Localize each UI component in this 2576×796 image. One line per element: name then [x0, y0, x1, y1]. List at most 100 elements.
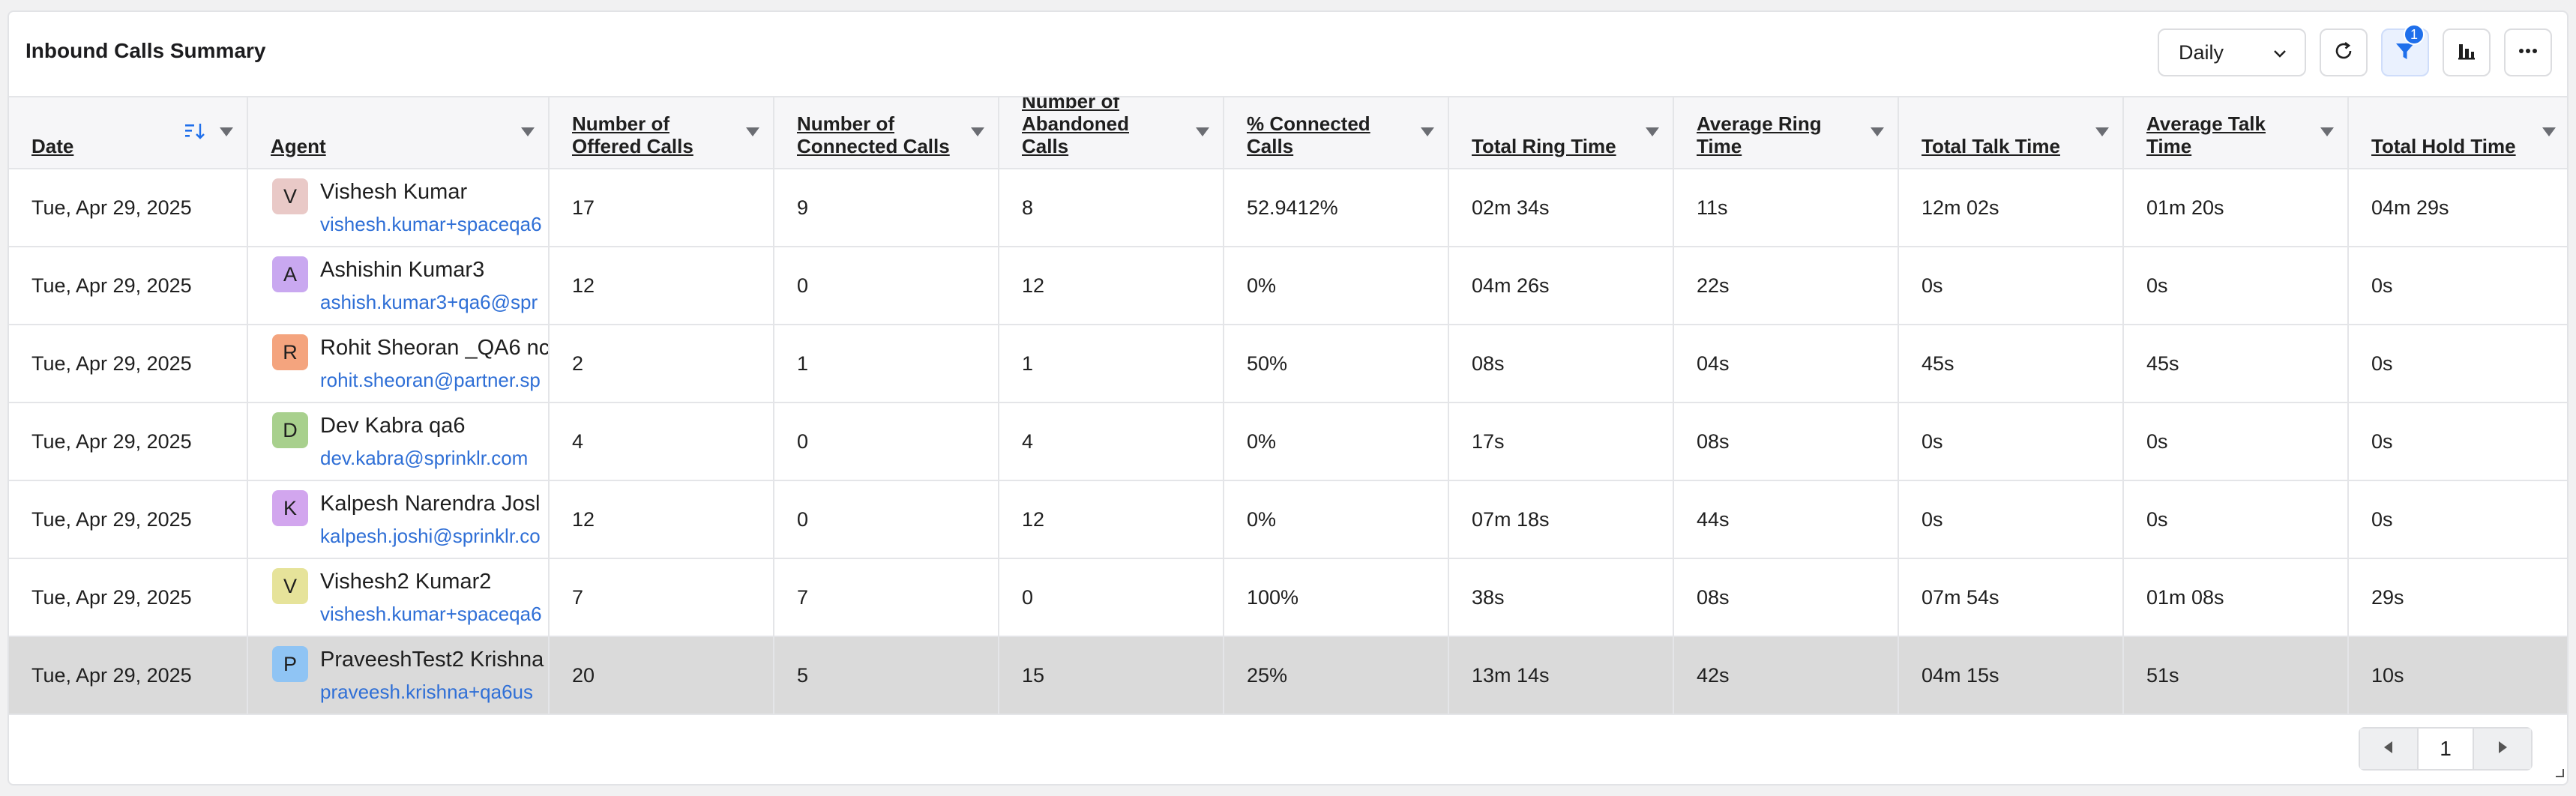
avatar: P — [272, 646, 308, 682]
agent-email-link[interactable]: vishesh.kumar+spaceqa6 — [320, 213, 542, 235]
more-options-button[interactable] — [2504, 28, 2552, 76]
total-hold-cell: 0s — [2348, 247, 2567, 325]
column-header-abandoned[interactable]: Number of Abandoned Calls — [999, 96, 1224, 169]
column-menu-caret-icon[interactable] — [521, 127, 535, 136]
column-label[interactable]: Number of Offered Calls — [572, 112, 693, 157]
offered-cell: 7 — [549, 558, 774, 637]
column-label[interactable]: Number of Abandoned Calls — [1022, 97, 1129, 157]
table-row[interactable]: Tue, Apr 29, 2025 P PraveeshTest2 Krishna p… — [9, 636, 2567, 715]
triangle-left-icon — [2382, 740, 2395, 759]
chart-button[interactable] — [2443, 28, 2491, 76]
column-header-avg-talk[interactable]: Average Talk Time — [2123, 96, 2349, 169]
column-header-total-hold[interactable]: Total Hold Time — [2348, 96, 2567, 169]
table-row[interactable]: Tue, Apr 29, 2025 K Kalpesh Narendra Josl k… — [9, 480, 2567, 559]
column-header-pct-connected[interactable]: % Connected Calls — [1224, 96, 1449, 169]
total-talk-cell: 07m 54s — [1898, 558, 2124, 637]
date-cell: Tue, Apr 29, 2025 — [9, 558, 248, 637]
column-label[interactable]: Total Talk Time — [1922, 135, 2060, 157]
agent-name: Rohit Sheoran _QA6 nc — [320, 336, 549, 360]
total-hold-cell: 0s — [2348, 402, 2567, 481]
table-row[interactable]: Tue, Apr 29, 2025 A Ashishin Kumar3 ashish.… — [9, 247, 2567, 325]
agent-email-link[interactable]: kalpesh.joshi@sprinklr.co — [320, 525, 541, 547]
page-number[interactable]: 1 — [2417, 729, 2474, 769]
avatar: A — [272, 256, 308, 292]
column-menu-caret-icon[interactable] — [971, 127, 984, 136]
abandoned-cell: 0 — [999, 558, 1224, 637]
column-label[interactable]: % Connected Calls — [1247, 112, 1370, 157]
column-label[interactable]: Agent — [271, 135, 326, 157]
date-cell: Tue, Apr 29, 2025 — [9, 169, 248, 247]
offered-cell: 17 — [549, 169, 774, 247]
column-menu-caret-icon[interactable] — [1871, 127, 1884, 136]
avatar: D — [272, 412, 308, 448]
table-row[interactable]: Tue, Apr 29, 2025 V Vishesh2 Kumar2 vishesh… — [9, 558, 2567, 637]
column-header-total-ring[interactable]: Total Ring Time — [1448, 96, 1674, 169]
pct-connected-cell: 0% — [1224, 402, 1449, 481]
inbound-calls-widget: Inbound Calls Summary Daily 1 — [7, 10, 2569, 786]
filter-button[interactable]: 1 — [2381, 24, 2429, 76]
refresh-button[interactable] — [2320, 28, 2368, 76]
column-header-agent[interactable]: Agent — [247, 96, 550, 169]
column-menu-caret-icon[interactable] — [2542, 127, 2556, 136]
agent-cell: V Vishesh Kumar vishesh.kumar+spaceqa6 — [247, 169, 550, 247]
resize-handle-icon[interactable] — [2554, 767, 2564, 781]
table-row[interactable]: Tue, Apr 29, 2025 R Rohit Sheoran _QA6 nc r… — [9, 325, 2567, 403]
filter-count-badge: 1 — [2404, 24, 2425, 45]
avg-ring-cell: 11s — [1673, 169, 1899, 247]
agent-name: Vishesh2 Kumar2 — [320, 570, 492, 594]
avg-talk-cell: 45s — [2123, 325, 2349, 403]
total-talk-cell: 0s — [1898, 480, 2124, 559]
agent-name: Vishesh Kumar — [320, 180, 468, 204]
prev-page-button[interactable] — [2360, 729, 2417, 769]
column-menu-caret-icon[interactable] — [2320, 127, 2334, 136]
pct-connected-cell: 25% — [1224, 636, 1449, 715]
column-header-total-talk[interactable]: Total Talk Time — [1898, 96, 2124, 169]
column-header-date[interactable]: Date — [9, 96, 248, 169]
abandoned-cell: 12 — [999, 247, 1224, 325]
agent-email-link[interactable]: praveesh.krishna+qa6us — [320, 681, 534, 703]
column-menu-caret-icon[interactable] — [2095, 127, 2109, 136]
widget-title: Inbound Calls Summary — [25, 39, 266, 62]
offered-cell: 4 — [549, 402, 774, 481]
column-header-avg-ring[interactable]: Average Ring Time — [1673, 96, 1899, 169]
abandoned-cell: 4 — [999, 402, 1224, 481]
connected-cell: 0 — [774, 480, 999, 559]
column-header-offered[interactable]: Number of Offered Calls — [549, 96, 774, 169]
agent-email-link[interactable]: dev.kabra@sprinklr.com — [320, 447, 529, 469]
total-ring-cell: 17s — [1448, 402, 1674, 481]
column-label[interactable]: Date — [31, 135, 74, 157]
column-menu-caret-icon[interactable] — [1421, 127, 1434, 136]
column-menu-caret-icon[interactable] — [1196, 127, 1209, 136]
total-ring-cell: 08s — [1448, 325, 1674, 403]
abandoned-cell: 8 — [999, 169, 1224, 247]
table-row[interactable]: Tue, Apr 29, 2025 V Vishesh Kumar vishesh.k… — [9, 169, 2567, 247]
offered-cell: 20 — [549, 636, 774, 715]
agent-email-link[interactable]: vishesh.kumar+spaceqa6 — [320, 603, 542, 625]
column-menu-caret-icon[interactable] — [1646, 127, 1659, 136]
column-label[interactable]: Total Hold Time — [2371, 135, 2516, 157]
total-hold-cell: 10s — [2348, 636, 2567, 715]
abandoned-cell: 1 — [999, 325, 1224, 403]
avg-talk-cell: 0s — [2123, 402, 2349, 481]
header-row: Date Agent Number of Offered Calls Numbe… — [9, 96, 2567, 169]
connected-cell: 0 — [774, 247, 999, 325]
agent-email-link[interactable]: rohit.sheoran@partner.sp — [320, 369, 541, 391]
column-label[interactable]: Total Ring Time — [1472, 135, 1616, 157]
total-ring-cell: 04m 26s — [1448, 247, 1674, 325]
column-label[interactable]: Average Ring Time — [1697, 112, 1822, 157]
next-page-button[interactable] — [2474, 729, 2531, 769]
agent-email-link[interactable]: ashish.kumar3+qa6@spr — [320, 291, 538, 313]
column-header-connected[interactable]: Number of Connected Calls — [774, 96, 999, 169]
period-dropdown[interactable]: Daily — [2158, 28, 2306, 76]
column-menu-caret-icon[interactable] — [220, 127, 233, 136]
connected-cell: 9 — [774, 169, 999, 247]
pagination: 1 — [2359, 727, 2533, 771]
offered-cell: 12 — [549, 480, 774, 559]
sort-ascending-icon[interactable] — [184, 121, 206, 146]
abandoned-cell: 15 — [999, 636, 1224, 715]
table-row[interactable]: Tue, Apr 29, 2025 D Dev Kabra qa6 dev.kabra… — [9, 402, 2567, 481]
column-label[interactable]: Average Talk Time — [2146, 112, 2266, 157]
total-ring-cell: 38s — [1448, 558, 1674, 637]
column-label[interactable]: Number of Connected Calls — [797, 112, 950, 157]
column-menu-caret-icon[interactable] — [746, 127, 759, 136]
